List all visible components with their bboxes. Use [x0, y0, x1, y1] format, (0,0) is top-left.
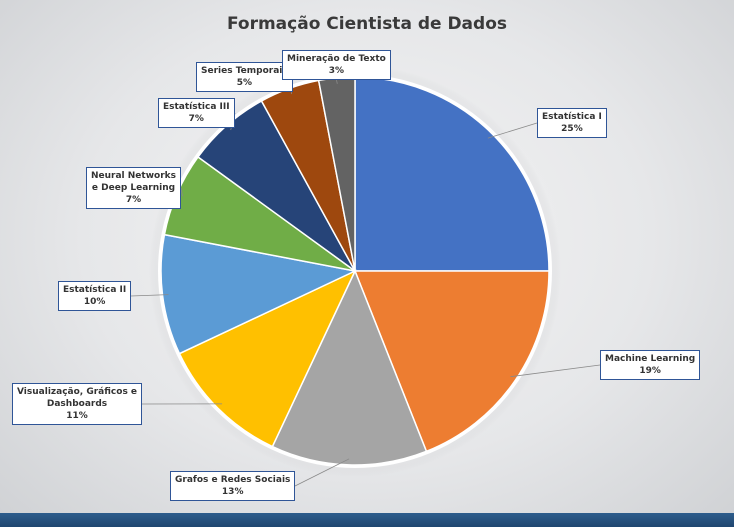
slice-callout: Series Temporais 5%: [196, 62, 293, 92]
pie-slice: [178, 269, 357, 448]
slice-label: Grafos e Redes Sociais: [175, 475, 291, 485]
slice-value-label: 3%: [328, 66, 345, 76]
slice-label: Estatística I: [542, 112, 602, 122]
slice-callout: Estatística I 25%: [537, 108, 607, 138]
slice-label: Estatística II: [63, 285, 127, 295]
slice-callout: Estatística III 7%: [158, 98, 235, 128]
slice-callout: Estatística II 10%: [58, 281, 132, 311]
slice-label: e Deep Learning: [91, 183, 176, 193]
slice-value-label: 5%: [236, 78, 252, 88]
slice-label: Visualização, Gráficos e: [17, 387, 138, 397]
leader-line: [510, 364, 601, 378]
pie-slice: [160, 233, 358, 355]
leader-line: [130, 294, 169, 297]
bottom-bar: [0, 513, 734, 527]
slice-value-label: 11%: [66, 411, 88, 421]
slice-callout: Neural Networks e Deep Learning 7%: [86, 167, 181, 209]
pie-slice: [271, 269, 428, 466]
slice-label: Dashboards: [46, 399, 108, 409]
slice-callout: Grafos e Redes Sociais 13%: [170, 471, 296, 501]
slice-label: Machine Learning: [605, 354, 696, 364]
leader-line: [294, 458, 350, 487]
slice-label: Neural Networks: [91, 171, 176, 181]
slice-label: Mineração de Texto: [287, 54, 386, 64]
slice-callout: Visualização, Gráficos e Dashboards 11%: [12, 383, 143, 425]
slice-callout: Machine Learning 19%: [600, 350, 701, 380]
chart-title: Formação Cientista de Dados: [226, 14, 507, 34]
slice-value-label: 25%: [561, 124, 583, 134]
slice-value-label: 7%: [188, 114, 204, 124]
leader-line: [487, 122, 538, 139]
slice-label: Series Temporais: [201, 66, 288, 76]
leader-line: [180, 187, 183, 197]
slice-label: Estatística III: [163, 102, 230, 112]
pie-slice: [353, 270, 550, 453]
slice-value-label: 7%: [125, 195, 142, 205]
slice-value-label: 13%: [221, 487, 244, 497]
leader-line: [336, 79, 338, 84]
slice-value-label: 19%: [639, 366, 661, 376]
slice-callout: Mineração de Texto 3%: [282, 50, 391, 80]
pie-slice: [354, 76, 550, 272]
slice-value-label: 10%: [83, 297, 106, 307]
